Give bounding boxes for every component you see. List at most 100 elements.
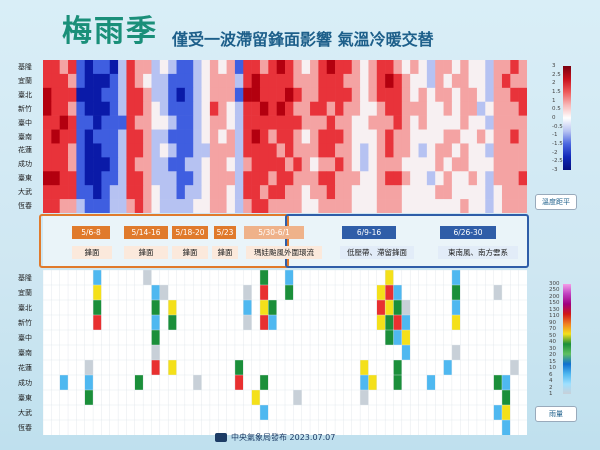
heatmap-cell — [84, 143, 94, 158]
heatmap-cell — [59, 270, 69, 286]
heatmap-cell — [401, 284, 411, 301]
heatmap-cell — [510, 270, 520, 286]
heatmap-cell — [501, 171, 511, 186]
heatmap-cell — [393, 270, 403, 286]
heatmap-cell — [418, 60, 428, 75]
heatmap-cell — [359, 314, 369, 331]
header: 梅雨季 僅受一波滯留鋒面影響 氣溫冷暖交替 — [0, 0, 600, 60]
heatmap-cell — [84, 73, 94, 89]
heatmap-cell — [401, 270, 411, 286]
heatmap-cell — [351, 171, 361, 186]
heatmap-cell — [234, 344, 244, 361]
heatmap-cell — [343, 359, 353, 376]
heatmap-cell — [193, 129, 202, 144]
heatmap-cell — [67, 344, 77, 361]
heatmap-cell — [251, 73, 261, 89]
rain-legend-label: 雨量 — [535, 406, 577, 422]
heatmap-cell — [310, 143, 319, 158]
heatmap-cell — [159, 87, 169, 103]
heatmap-cell — [159, 419, 169, 435]
heatmap-cell — [193, 284, 203, 301]
heatmap-cell — [284, 299, 294, 316]
heatmap-cell — [101, 157, 111, 172]
heatmap-cell — [201, 314, 211, 331]
heatmap-cell — [443, 284, 453, 301]
heatmap-cell — [92, 359, 102, 376]
station-label: 恆春 — [18, 202, 32, 211]
heatmap-cell — [109, 419, 119, 435]
heatmap-cell — [393, 185, 403, 200]
heatmap-cell — [243, 185, 252, 200]
heatmap-cell — [285, 73, 294, 89]
heatmap-cell — [351, 185, 361, 200]
heatmap-cell — [201, 185, 211, 200]
heatmap-cell — [476, 329, 486, 346]
heatmap-cell — [501, 284, 511, 301]
heatmap-cell — [493, 115, 503, 130]
heatmap-cell — [384, 299, 394, 316]
heatmap-cell — [218, 87, 227, 103]
heatmap-cell — [59, 171, 69, 186]
heatmap-cell — [518, 404, 527, 421]
heatmap-cell — [142, 314, 152, 331]
heatmap-cell — [409, 374, 420, 391]
heatmap-cell — [343, 284, 353, 301]
period-date-tag: 5/30-6/1 — [244, 226, 304, 239]
heatmap-cell — [43, 389, 52, 406]
heatmap-cell — [218, 389, 228, 406]
heatmap-cell — [293, 129, 302, 144]
heatmap-cell — [109, 115, 119, 130]
heatmap-cell — [143, 60, 152, 75]
heatmap-cell — [451, 284, 461, 301]
heatmap-cell — [184, 171, 194, 186]
heatmap-cell — [218, 115, 227, 130]
heatmap-cell — [401, 73, 411, 89]
heatmap-cell — [293, 87, 302, 103]
heatmap-cell — [59, 404, 69, 421]
heatmap-cell — [276, 101, 286, 116]
heatmap-cell — [259, 101, 269, 116]
heatmap-cell — [334, 389, 344, 406]
heatmap-cell — [167, 270, 178, 286]
heatmap-cell — [476, 404, 486, 421]
heatmap-cell — [309, 404, 319, 421]
heatmap-cell — [67, 314, 77, 331]
heatmap-cell — [43, 299, 52, 316]
heatmap-cell — [409, 419, 420, 435]
heatmap-cell — [193, 185, 202, 200]
heatmap-cell — [376, 284, 386, 301]
heatmap-cell — [234, 404, 244, 421]
heatmap-cell — [335, 73, 344, 89]
heatmap-cell — [460, 199, 469, 213]
heatmap-cell — [51, 284, 61, 301]
heatmap-cell — [510, 129, 519, 144]
legend-tick-label: 200 — [549, 293, 560, 300]
heatmap-cell — [268, 404, 278, 421]
heatmap-cell — [84, 374, 94, 391]
legend-tick-label: 1.5 — [552, 89, 561, 95]
heatmap-cell — [251, 143, 261, 158]
heatmap-cell — [226, 115, 236, 130]
heatmap-cell — [410, 87, 419, 103]
heatmap-cell — [360, 87, 369, 103]
heatmap-cell — [109, 270, 119, 286]
heatmap-cell — [193, 270, 203, 286]
heatmap-cell — [368, 115, 378, 130]
heatmap-cell — [368, 185, 378, 200]
heatmap-cell — [334, 374, 344, 391]
heatmap-cell — [368, 157, 378, 172]
heatmap-cell — [418, 185, 428, 200]
heatmap-cell — [209, 359, 219, 376]
heatmap-cell — [476, 374, 486, 391]
heatmap-cell — [143, 171, 152, 186]
heatmap-cell — [518, 299, 527, 316]
heatmap-cell — [259, 359, 269, 376]
heatmap-cell — [359, 419, 369, 435]
heatmap-cell — [151, 101, 161, 116]
heatmap-cell — [101, 359, 111, 376]
heatmap-cell — [518, 270, 527, 286]
heatmap-cell — [268, 329, 278, 346]
heatmap-cell — [167, 374, 178, 391]
heatmap-cell — [468, 404, 478, 421]
heatmap-cell — [84, 157, 94, 172]
